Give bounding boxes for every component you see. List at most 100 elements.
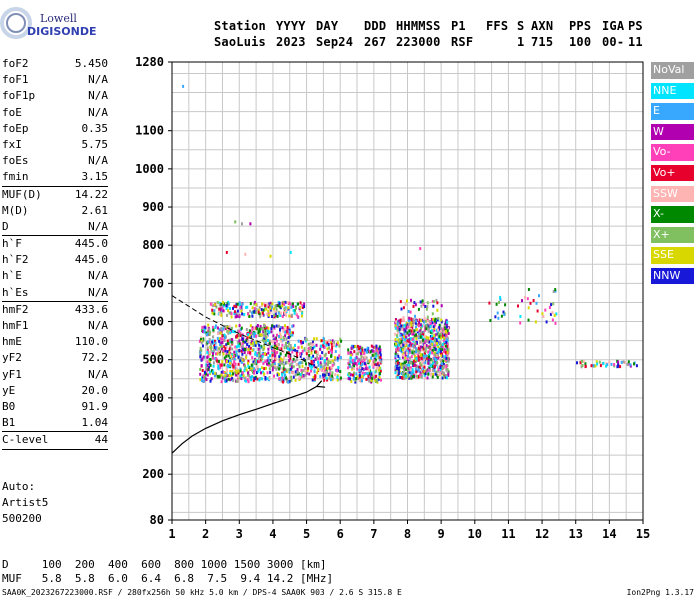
echo-point — [443, 348, 446, 352]
echo-point — [220, 309, 223, 313]
echo-point — [292, 348, 295, 352]
echo-point — [225, 306, 228, 310]
echo-point — [312, 340, 314, 344]
echo-point — [226, 369, 229, 373]
echo-point — [414, 342, 417, 345]
echo-point — [262, 333, 265, 337]
echo-point — [419, 335, 422, 339]
echo-point — [423, 320, 426, 324]
echo-point — [349, 350, 352, 354]
echo-point — [279, 366, 282, 370]
echo-point — [267, 347, 270, 351]
echo-point — [368, 379, 371, 383]
echo-point — [358, 347, 360, 350]
echo-point — [275, 367, 278, 371]
y-tick-label: 1100 — [135, 124, 164, 138]
echo-point — [251, 356, 254, 360]
echo-point — [397, 338, 400, 342]
echo-point — [407, 367, 410, 370]
echo-point — [429, 321, 432, 325]
echo-point — [527, 306, 530, 310]
echo-point — [430, 373, 433, 377]
echo-point — [242, 374, 245, 378]
echo-point — [414, 314, 416, 318]
echo-point — [433, 356, 436, 360]
echo-point — [293, 311, 296, 315]
echo-point — [407, 349, 410, 353]
echo-point — [199, 372, 202, 376]
parameter-table: foF2 5.450 foF1 N/A foF1p N/A foE N/A foEp 0.35 fx… — [2, 56, 108, 450]
echo-point — [202, 339, 205, 343]
param-name: MUF(D) — [2, 187, 42, 201]
echo-point — [431, 342, 433, 346]
echo-point — [328, 372, 331, 376]
x-tick-label: 10 — [468, 527, 482, 541]
echo-point — [326, 347, 329, 351]
echo-point — [272, 339, 275, 343]
param-row: hmF2 433.6 — [2, 302, 108, 318]
echo-point — [284, 344, 287, 348]
echo-point — [267, 309, 270, 313]
echo-point — [442, 363, 445, 366]
echo-point — [327, 350, 330, 354]
echo-point — [397, 354, 400, 358]
echo-point — [398, 365, 401, 369]
echo-point — [371, 353, 374, 357]
echo-point — [235, 371, 238, 375]
echo-point — [265, 366, 267, 370]
echo-point — [307, 349, 310, 353]
echo-point — [276, 342, 279, 346]
echo-point — [274, 352, 277, 356]
echo-point — [446, 353, 449, 357]
echo-point — [267, 356, 270, 360]
echo-point — [429, 343, 432, 347]
echo-point — [368, 359, 371, 363]
echo-point — [225, 366, 228, 370]
echo-point — [220, 326, 223, 330]
echo-point — [418, 366, 421, 369]
echo-point — [233, 350, 236, 354]
echo-point — [223, 333, 226, 337]
echo-point — [360, 354, 363, 358]
echo-point — [292, 375, 295, 379]
echo-point — [302, 369, 305, 372]
echo-point — [296, 372, 299, 376]
echo-point — [446, 350, 449, 354]
echo-point — [498, 300, 500, 304]
echo-point — [209, 358, 212, 361]
header-cols-6: FFS — [486, 19, 509, 33]
echo-point — [428, 340, 431, 344]
echo-point — [347, 377, 350, 381]
echo-point — [245, 328, 248, 331]
x-tick-label: 2 — [202, 527, 209, 541]
echo-point — [351, 352, 354, 356]
echo-point — [378, 368, 380, 372]
echo-point — [363, 362, 366, 366]
echo-point — [253, 302, 256, 306]
echo-point — [272, 360, 275, 363]
echo-point — [407, 347, 410, 351]
echo-point — [419, 353, 422, 357]
echo-point — [364, 355, 367, 359]
param-row: foF1 N/A — [2, 72, 108, 88]
echo-point — [255, 325, 258, 329]
echo-point — [258, 343, 261, 347]
echo-point — [235, 334, 238, 338]
echo-point — [258, 306, 261, 310]
echo-point — [418, 321, 421, 324]
echo-point — [320, 344, 323, 348]
echo-point — [447, 327, 449, 331]
echo-point — [297, 362, 300, 366]
echo-point — [323, 378, 326, 382]
echo-point — [616, 365, 619, 369]
echo-point — [251, 348, 254, 352]
echo-point — [227, 302, 230, 306]
echo-point — [403, 337, 406, 341]
echo-point — [251, 369, 254, 372]
echo-point — [432, 317, 435, 321]
echo-point — [250, 378, 253, 382]
echo-point — [274, 311, 277, 315]
echo-point — [220, 337, 223, 341]
echo-point — [240, 309, 243, 313]
echo-point — [280, 379, 283, 383]
